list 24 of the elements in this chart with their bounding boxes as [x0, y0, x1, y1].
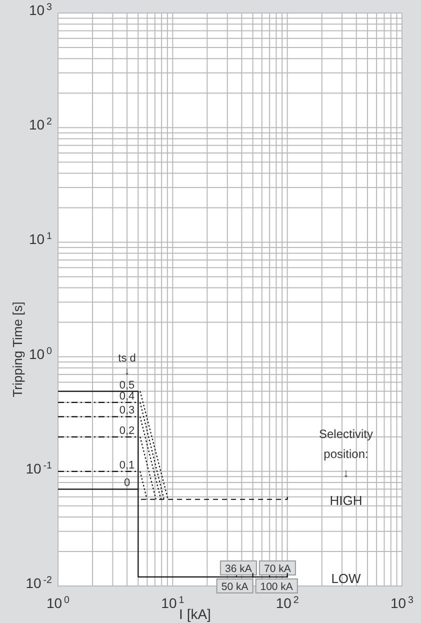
y-axis-title: Tripping Time [s] — [10, 302, 25, 398]
annotation: 0,3 — [119, 404, 135, 417]
x-tick-label: 10$^{3}$ — [390, 594, 414, 611]
y-tick-label: 10$^{2}$ — [29, 116, 52, 133]
annotation: 0,1 — [119, 459, 135, 472]
annotation: 70 kA — [264, 562, 291, 575]
annotation: 0,4 — [119, 390, 135, 402]
annotation: 36 kA — [225, 562, 252, 575]
annotation: ts d ↓ — [118, 352, 136, 378]
annotation: 100 kA — [260, 580, 293, 593]
y-tick-label: 10$^{0}$ — [29, 345, 53, 362]
x-tick-label: 10$^{0}$ — [46, 594, 70, 611]
x-tick-label: 10$^{2}$ — [276, 594, 299, 611]
annotation: 50 kA — [221, 580, 248, 593]
y-tick-label: 10$^{-1}$ — [26, 460, 52, 476]
y-tick-label: 10$^{1}$ — [29, 230, 52, 248]
y-tick-label: 10$^{3}$ — [29, 2, 53, 18]
annotation: 0,5 — [119, 379, 135, 392]
annotation: Selectivity position: ↓ — [318, 427, 374, 480]
annotation: 0 — [124, 477, 130, 490]
annotation: 0,2 — [119, 424, 135, 437]
annotation: LOW — [331, 571, 362, 586]
annotation: HIGH — [330, 493, 362, 508]
y-tick-label: 10$^{-2}$ — [26, 574, 52, 591]
